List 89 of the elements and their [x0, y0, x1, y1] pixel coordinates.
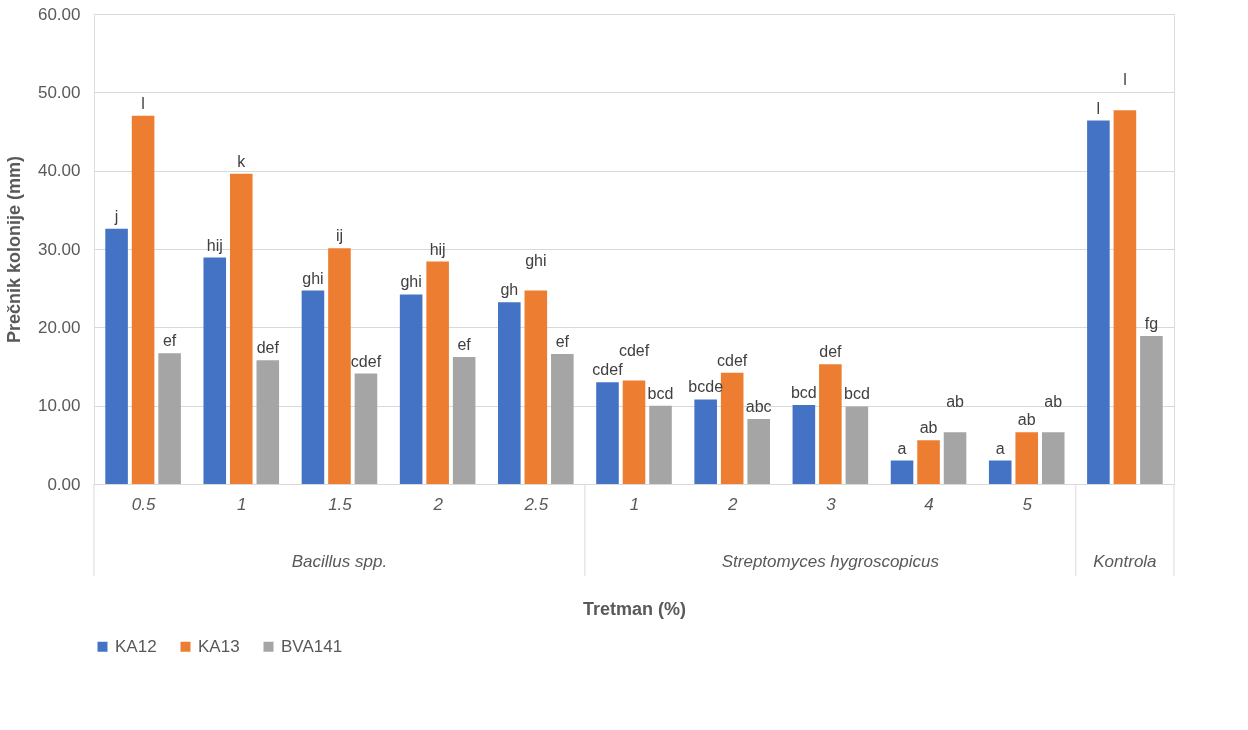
legend-label: KA12 — [115, 636, 157, 656]
x-tick-label: 1 — [629, 494, 640, 514]
bar — [1015, 432, 1039, 484]
data-label: ab — [919, 419, 938, 437]
bar — [452, 357, 476, 484]
bar — [819, 364, 842, 484]
x-tick-label: 2.5 — [523, 494, 549, 514]
data-label: l — [141, 94, 145, 112]
data-label: ef — [457, 336, 472, 354]
bar — [551, 353, 574, 484]
data-label: a — [995, 439, 1005, 457]
text: Streptomyces hygroscopicus — [721, 552, 940, 571]
data-label: cdef — [592, 361, 624, 379]
y-tick-label: 50.00 — [37, 82, 81, 102]
data-label: hij — [206, 236, 223, 254]
data-label: cdef — [717, 351, 748, 369]
bar — [1041, 432, 1065, 484]
bar — [1113, 110, 1137, 484]
data-label: abc — [745, 397, 772, 415]
data-label: hij — [429, 240, 446, 258]
y-tick-label: 10.00 — [37, 396, 81, 416]
bar — [596, 382, 619, 484]
bar — [988, 460, 1012, 484]
bar — [649, 405, 672, 484]
data-label: def — [256, 339, 280, 357]
data-label: def — [819, 343, 843, 361]
y-tick-label: 0.00 — [47, 474, 81, 494]
bar — [328, 248, 351, 484]
data-label: gh — [500, 281, 519, 299]
x-axis-title: Tretman (%) — [582, 598, 687, 619]
bar — [256, 360, 280, 484]
bar — [131, 115, 155, 484]
x-tick-label: 3 — [826, 494, 837, 514]
bar — [498, 302, 521, 484]
bar — [694, 399, 717, 484]
x-tick-label: 4 — [924, 494, 934, 514]
data-label: ef — [555, 332, 570, 350]
x-tick-label: 1.5 — [328, 494, 353, 514]
data-label: bcd — [843, 385, 870, 403]
data-label: ghi — [400, 273, 422, 291]
data-label: k — [237, 152, 247, 170]
data-label: ghi — [302, 269, 324, 287]
data-label: fg — [1144, 314, 1159, 332]
data-label: bcd — [647, 384, 674, 402]
data-label: ef — [162, 332, 177, 350]
data-label: cdef — [350, 352, 382, 370]
bar — [1087, 120, 1110, 484]
data-label: ghi — [525, 251, 547, 269]
data-label: l — [1123, 71, 1127, 89]
x-tick-label: 1 — [237, 494, 247, 514]
bar — [622, 380, 646, 484]
x-tick-label: 0.5 — [131, 494, 156, 514]
bar — [890, 460, 914, 484]
legend-label: BVA141 — [281, 636, 343, 656]
bar — [158, 353, 181, 484]
data-label: ab — [946, 393, 965, 411]
bar — [845, 406, 869, 484]
bar — [747, 418, 770, 484]
text: Kontrola — [1093, 552, 1157, 571]
bar — [399, 294, 423, 484]
bar — [917, 440, 940, 484]
x-tick-label: 2 — [432, 494, 444, 514]
bar — [792, 404, 816, 484]
data-label: ij — [335, 227, 344, 245]
data-label: cdef — [618, 341, 650, 359]
legend-label: KA13 — [198, 636, 240, 656]
data-label: ab — [1044, 393, 1063, 411]
bar — [426, 261, 449, 484]
data-label: j — [113, 207, 119, 225]
x-tick-label: 2 — [726, 494, 738, 514]
y-tick-label: 60.00 — [37, 4, 81, 24]
y-tick-label: 20.00 — [37, 317, 81, 337]
bar — [1140, 335, 1163, 484]
y-tick-label: 30.00 — [37, 239, 81, 259]
bar — [943, 432, 967, 484]
bar — [105, 228, 128, 484]
x-tick-label: 5 — [1022, 494, 1033, 514]
bar — [301, 290, 325, 484]
data-label: bcd — [790, 383, 817, 401]
bar — [229, 173, 253, 484]
bar — [203, 257, 227, 484]
data-label: l — [1096, 99, 1101, 117]
text: Bacillus spp. — [291, 552, 388, 571]
data-label: ab — [1017, 411, 1036, 429]
bar — [524, 290, 548, 484]
bar — [354, 373, 378, 484]
y-tick-label: 40.00 — [37, 161, 81, 181]
y-axis-title: Prečnik kolonije (mm) — [3, 155, 24, 344]
data-label: a — [897, 439, 907, 457]
